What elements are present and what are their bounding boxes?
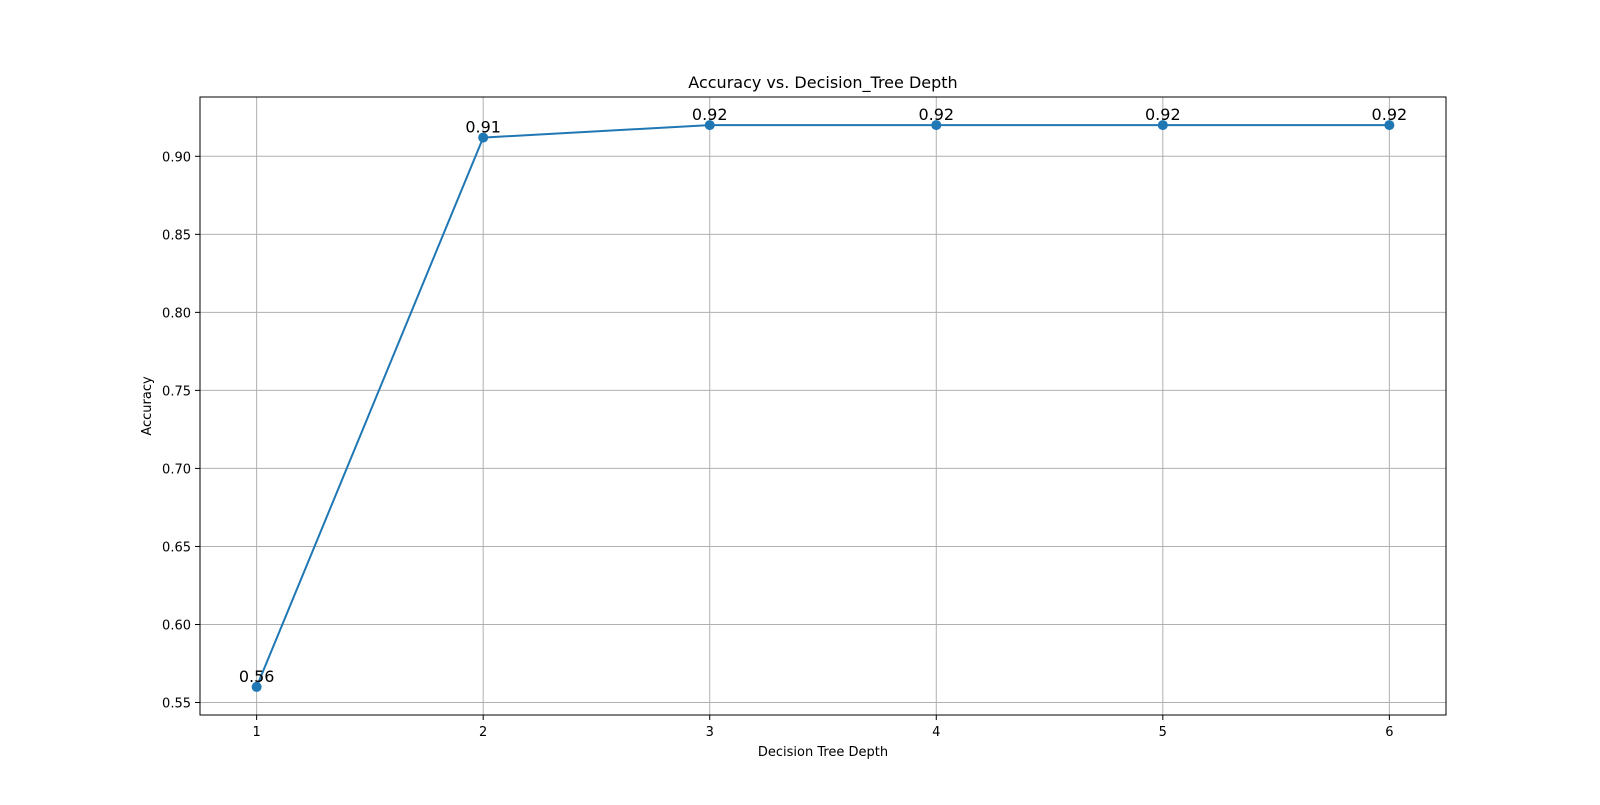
y-tick-label: 0.85 [162,228,191,243]
y-tick-label: 0.75 [162,384,191,399]
y-axis-label: Accuracy [140,376,155,436]
y-tick-label: 0.80 [162,306,191,321]
data-point [1384,120,1395,131]
x-tick-label: 4 [932,725,940,740]
data-label: 0.91 [465,118,501,137]
plot-frame [199,96,1447,716]
data-label: 0.92 [918,105,954,124]
y-tick-label: 0.65 [162,540,191,555]
x-axis-ticks: 1 2 3 4 5 6 [252,715,1394,740]
series-line [255,124,1390,688]
y-tick-label: 0.90 [162,150,191,165]
data-label: 0.56 [239,667,275,686]
data-point [704,120,715,131]
data-label-layer: 0.56 0.91 0.92 0.92 0.92 0.92 [239,105,1407,686]
y-axis-ticks: 0.55 0.60 0.65 0.70 0.75 0.80 0.85 0.90 [162,150,200,712]
x-tick-label: 5 [1159,725,1167,740]
x-tick-label: 3 [706,725,714,740]
data-point [478,132,489,143]
data-label: 0.92 [1372,105,1408,124]
data-label: 0.92 [1145,105,1181,124]
data-point [1157,120,1168,131]
data-point [931,120,942,131]
data-point [251,681,262,692]
x-tick-label: 1 [252,725,260,740]
chart-title: Accuracy vs. Decision_Tree Depth [688,73,957,93]
series-layer [251,120,1395,692]
grid-layer [200,97,1446,715]
y-tick-label: 0.55 [162,697,191,712]
y-tick-label: 0.60 [162,618,191,633]
x-tick-label: 6 [1385,725,1393,740]
data-label: 0.92 [692,105,728,124]
y-tick-label: 0.70 [162,462,191,477]
x-axis-label: Decision Tree Depth [758,745,888,760]
x-tick-label: 2 [479,725,487,740]
